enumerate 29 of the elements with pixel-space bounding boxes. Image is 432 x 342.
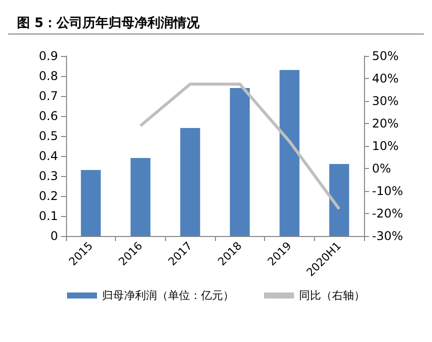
bar [180,128,200,236]
y-tick-label: 0.4 [38,149,58,163]
y-tick-label: 0.5 [38,129,58,143]
y2-tick-label: -20% [372,206,404,220]
y-tick-label: 0 [50,229,58,243]
bar [80,170,101,236]
y-tick-label: 0.6 [38,109,58,123]
chart-title: 图 5：公司历年归母净利润情况 [17,15,201,31]
y2-tick-label: -10% [372,184,404,198]
y-tick-label: 0.3 [38,169,58,183]
y2-tick-label: -30% [372,229,404,243]
line-series [139,82,341,210]
y2-tick-label: 10% [372,139,399,153]
bar [329,164,350,236]
y2-tick-label: 0% [372,162,392,176]
y-tick-label: 0.8 [38,69,58,83]
bar [130,158,150,236]
y2-tick-label: 40% [372,72,399,86]
y-tick-label: 0.1 [38,209,58,223]
y-tick-label: 0.9 [38,49,58,63]
legend-label: 同比（右轴） [299,289,365,302]
y2-tick-label: 50% [372,49,399,63]
y2-tick-label: 30% [372,94,399,108]
bar [280,70,300,236]
y2-tick-label: 20% [372,116,399,130]
legend-label: 归母净利润（单位：亿元） [102,289,234,302]
y-tick-label: 0.7 [38,89,58,103]
y-tick-label: 0.2 [38,189,58,203]
bar [230,88,250,236]
